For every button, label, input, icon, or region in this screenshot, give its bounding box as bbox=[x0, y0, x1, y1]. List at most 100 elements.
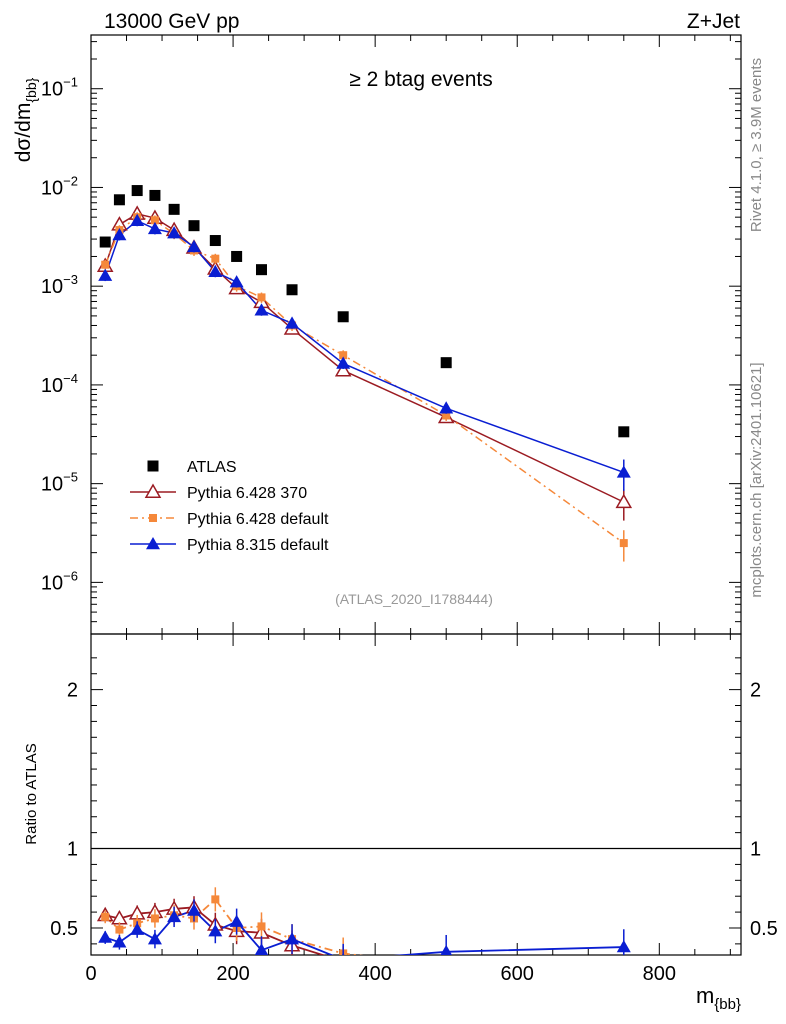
marker-pythia-8-315-default bbox=[439, 401, 454, 414]
ratio-marker-pythia-8-315-default bbox=[285, 932, 300, 945]
marker-pythia-6-428-370 bbox=[615, 493, 633, 509]
legend-label-pythia-8-315-default: Pythia 8.315 default bbox=[187, 537, 329, 554]
axis-ticks: 0 200 400 600 80010−610−510−410−310−210−10.5… bbox=[41, 35, 778, 985]
ratio-marker-pythia-6-428-370 bbox=[617, 970, 631, 982]
legend-label-atlas: ATLAS bbox=[187, 459, 237, 476]
y-tick-base: 10 bbox=[41, 474, 63, 496]
chart-title: ≥ 2 btag events bbox=[349, 68, 492, 91]
marker-atlas bbox=[286, 284, 298, 296]
marker-atlas bbox=[255, 264, 267, 276]
ratio-tick-label-right: 0.5 bbox=[750, 918, 778, 940]
y-tick-label: 10−1 bbox=[41, 75, 78, 101]
x-tick-label: 600 bbox=[501, 963, 534, 985]
ratio-marker-pythia-8-315-default bbox=[167, 909, 182, 923]
y-tick-exponent: −2 bbox=[63, 173, 78, 188]
marker-pythia-8-315-default bbox=[167, 226, 182, 239]
y-tick-base: 10 bbox=[41, 375, 63, 397]
ratio-marker-pythia-8-315-default bbox=[208, 924, 223, 937]
x-label-main: m bbox=[696, 983, 714, 1008]
ratio-marker-pythia-8-315-default bbox=[616, 940, 631, 953]
legend-marker-pythia-6-428-370 bbox=[144, 483, 162, 498]
ratio-marker-pythia-6-428-default bbox=[442, 962, 450, 970]
ratio-marker-pythia-6-428-default bbox=[150, 914, 159, 923]
ratio-marker-pythia-8-315-default bbox=[254, 943, 269, 955]
legend-marker-atlas bbox=[147, 460, 159, 472]
marker-atlas bbox=[231, 250, 243, 262]
ratio-marker-pythia-8-315-default bbox=[440, 944, 453, 955]
ratio-marker-pythia-8-315-default bbox=[187, 903, 202, 916]
marker-pythia-8-315-default bbox=[98, 268, 113, 281]
legend-entry-pythia-8-315-default: Pythia 8.315 default bbox=[130, 537, 329, 554]
y-tick-label: 10−5 bbox=[41, 470, 78, 496]
y-tick-exponent: −4 bbox=[63, 371, 78, 386]
marker-pythia-8-315-default bbox=[616, 465, 631, 478]
svg-text:dσ/dm{bb}: dσ/dm{bb} bbox=[12, 77, 39, 162]
marker-pythia-6-428-default bbox=[101, 260, 110, 269]
marker-atlas bbox=[168, 203, 180, 215]
y-tick-base: 10 bbox=[41, 79, 63, 101]
marker-pythia-8-315-default bbox=[130, 213, 145, 226]
marker-pythia-8-315-default bbox=[229, 275, 244, 288]
marker-pythia-8-315-default bbox=[285, 316, 300, 329]
x-tick-label: 0 bbox=[85, 963, 96, 985]
y-tick-label: 10−4 bbox=[41, 371, 78, 397]
y-tick-exponent: −6 bbox=[63, 568, 78, 583]
marker-pythia-8-315-default bbox=[112, 227, 127, 241]
marker-pythia-8-315-default bbox=[147, 221, 162, 235]
ratio-line-pythia-8-315-default bbox=[104, 909, 624, 955]
y-label-sub: {bb} bbox=[23, 77, 39, 102]
marker-atlas bbox=[337, 311, 349, 323]
ratio-marker-pythia-6-428-370 bbox=[341, 952, 345, 955]
main-series-markers bbox=[96, 185, 633, 562]
series-line-pythia-8-315-default bbox=[104, 219, 625, 474]
ratio-y-axis-label: Ratio to ATLAS bbox=[23, 743, 40, 844]
marker-pythia-8-315-default bbox=[254, 303, 269, 316]
marker-atlas bbox=[440, 357, 452, 369]
ratio-marker-pythia-6-428-default bbox=[257, 922, 266, 931]
series-line-pythia-6-428-370 bbox=[104, 213, 625, 503]
marker-atlas bbox=[209, 235, 221, 247]
ratio-tick-label: 1 bbox=[67, 839, 78, 861]
ratio-marker-pythia-6-428-default bbox=[620, 991, 628, 999]
y-tick-base: 10 bbox=[41, 177, 63, 199]
main-y-axis-label: dσ/dm{bb} bbox=[12, 77, 39, 162]
ratio-marker-pythia-8-315-default bbox=[147, 932, 162, 945]
x-axis-label: m{bb} bbox=[696, 983, 741, 1013]
analysis-tag: (ATLAS_2020_I1788444) bbox=[335, 591, 493, 607]
marker-pythia-6-428-default bbox=[619, 539, 628, 548]
legend-marker-pythia-8-315-default bbox=[146, 537, 160, 550]
ratio-series-markers bbox=[96, 887, 631, 999]
marker-atlas bbox=[99, 236, 111, 248]
ratio-marker-pythia-8-315-default bbox=[229, 914, 244, 927]
y-tick-exponent: −1 bbox=[63, 75, 78, 90]
marker-pythia-8-315-default bbox=[187, 239, 202, 253]
y-tick-base: 10 bbox=[41, 276, 63, 298]
legend-entry-pythia-6-428-default: Pythia 6.428 default bbox=[130, 511, 329, 528]
rivet-version-label: Rivet 4.1.0, ≥ 3.9M events bbox=[748, 58, 765, 232]
y-tick-label: 10−6 bbox=[41, 568, 78, 594]
marker-pythia-6-428-370 bbox=[334, 361, 352, 377]
marker-atlas bbox=[113, 194, 125, 206]
marker-pythia-6-428-default bbox=[257, 293, 266, 302]
ratio-tick-label-right: 1 bbox=[750, 839, 761, 861]
ratio-marker-pythia-6-428-default bbox=[101, 912, 110, 921]
marker-pythia-8-315-default bbox=[208, 264, 223, 278]
mcplots-label: mcplots.cern.ch [arXiv:2401.10621] bbox=[748, 362, 765, 597]
ratio-marker-pythia-8-315-default bbox=[130, 922, 145, 935]
ratio-panel-frame bbox=[90, 633, 742, 956]
y-tick-exponent: −3 bbox=[63, 272, 78, 287]
y-tick-label: 10−3 bbox=[41, 272, 78, 298]
header-energy-label: 13000 GeV pp bbox=[104, 10, 239, 33]
ratio-marker-pythia-8-315-default bbox=[112, 935, 127, 948]
marker-pythia-6-428-default bbox=[339, 351, 348, 360]
ratio-marker-pythia-6-428-default bbox=[115, 925, 124, 934]
marker-atlas bbox=[618, 426, 630, 438]
ratio-marker-pythia-8-315-default bbox=[341, 952, 345, 955]
marker-atlas bbox=[149, 189, 161, 201]
header-process-label: Z+Jet bbox=[687, 10, 740, 33]
marker-atlas bbox=[131, 185, 143, 197]
ratio-tick-label: 0.5 bbox=[50, 918, 78, 940]
y-tick-label: 10−2 bbox=[41, 173, 78, 199]
legend-label-pythia-6-428-370: Pythia 6.428 370 bbox=[187, 485, 307, 502]
